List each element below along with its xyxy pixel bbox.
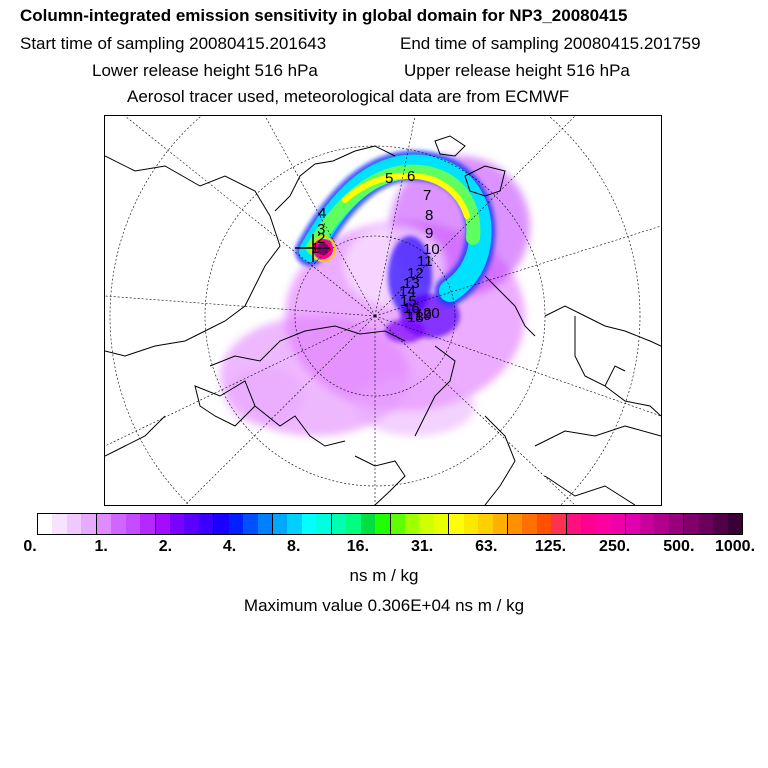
start-time: Start time of sampling 20080415.201643 [20,34,327,53]
colorbar-unit: ns m / kg [349,566,419,585]
colorbar-tick-label: 31. [410,538,434,555]
colorbar-cell [654,514,669,534]
colorbar-cell [287,514,302,534]
colorbar-cell [551,514,567,534]
page-title: Column-integrated emission sensitivity i… [20,6,628,25]
colorbar-cell [536,514,552,534]
colorbar-cell [169,514,185,534]
trajectory-label: 5 [385,170,393,187]
colorbar-ticks: 0. 1. 2. 4. 8. 16. 31. 63. 125. 250. 500. 1000. [0,538,768,558]
colorbar-cell [404,514,420,534]
colorbar-cell [184,514,199,534]
trajectory-band [295,150,496,306]
trajectory-label: 16 [403,300,420,317]
colorbar-cell [390,514,405,534]
colorbar-cell [581,514,596,534]
colorbar-cell [713,514,728,534]
colorbar-cell [331,514,347,534]
colorbar-tick-label: 1000. [714,538,756,555]
colorbar-cell [214,514,229,534]
trajectory-label: 7 [423,187,431,204]
coastlines [105,135,661,505]
colorbar-cell [257,514,273,534]
trajectory-label: 17 [405,306,422,323]
colorbar-cell [639,514,655,534]
colorbar-tick-label: 2. [158,538,173,555]
tracer-note: Aerosol tracer used, meteorological data… [127,87,570,106]
colorbar-cell [610,514,626,534]
colorbar-cell [449,514,464,534]
trajectory-label: 9 [425,225,433,242]
graticule [105,116,661,505]
colorbar-cell [243,514,258,534]
colorbar-cell [360,514,376,534]
colorbar-cell [595,514,611,534]
trajectory-label: 3 [317,221,325,238]
colorbar-cell [433,514,450,534]
end-time: End time of sampling 20080415.201759 [400,34,701,53]
maximum-value: Maximum value 0.306E+04 ns m / kg [243,596,525,615]
colorbar-cell [508,514,523,534]
colorbar-tick-label: 4. [222,538,237,555]
colorbar-cell [140,514,156,534]
trajectory-label: 14 [399,283,416,300]
colorbar-tick-label: 125. [534,538,567,555]
trajectory-label: 2 [317,230,325,247]
release-marker [295,234,330,262]
lower-release-height: Lower release height 516 hPa [92,61,318,80]
trajectory-label: 18 [407,309,424,326]
trajectory-label: 11 [417,253,433,270]
colorbar-cell [625,514,640,534]
colorbar-cell [66,514,82,534]
trajectory-label: 13 [403,275,420,292]
colorbar-cell [198,514,215,534]
colorbar-cell [727,514,742,534]
trajectory-label: 20 [423,305,440,322]
colorbar-cell [463,514,479,534]
colorbar-cell [419,514,434,534]
colorbar-cell [684,514,699,534]
colorbar-cell [125,514,141,534]
trajectory-label: 1 [311,240,319,257]
colorbar-cell [96,514,112,534]
colorbar [37,513,743,535]
colorbar-cell [346,514,361,534]
emission-sensitivity-map: 1 2 3 4 5 6 7 8 9 10 11 12 13 14 15 16 17 18 19 20 [104,115,662,506]
colorbar-tick-label: 500. [663,538,695,555]
colorbar-cell [698,514,714,534]
trajectory-label: 8 [425,207,433,224]
colorbar-cell [566,514,582,534]
colorbar-tick-label: 0. [23,538,37,555]
colorbar-cell [111,514,126,534]
colorbar-cell [273,514,288,534]
colorbar-cell [228,514,244,534]
colorbar-cell [522,514,537,534]
colorbar-cell [375,514,391,534]
colorbar-cell [38,514,53,534]
trajectory-label: 4 [318,205,326,222]
trajectory-label: 6 [407,168,415,185]
colorbar-cell [52,514,67,534]
trajectory-label: 15 [400,293,417,310]
colorbar-cell [316,514,332,534]
colorbar-cell [155,514,170,534]
trajectory-label: 10 [423,241,440,258]
colorbar-cell [478,514,493,534]
colorbar-cell [81,514,97,534]
colorbar-cell [301,514,317,534]
colorbar-cell [668,514,685,534]
colorbar-tick-label: 16. [346,538,370,555]
colorbar-cell [492,514,508,534]
trajectory-label: 19 [415,307,432,324]
colorbar-tick-label: 63. [475,538,498,555]
upper-release-height: Upper release height 516 hPa [404,61,630,80]
colorbar-tick-label: 8. [287,538,301,555]
trajectory-label: 12 [407,265,424,282]
colorbar-tick-label: 1. [94,538,108,555]
colorbar-tick-label: 250. [599,538,631,555]
